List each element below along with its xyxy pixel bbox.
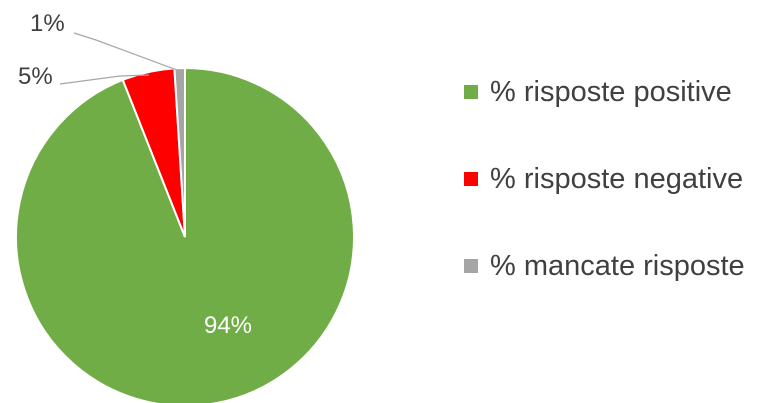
chart-legend: % risposte positive % risposte negative … xyxy=(464,72,745,333)
legend-item-positive: % risposte positive xyxy=(464,72,745,112)
legend-label-missing: % mancate risposte xyxy=(490,249,745,282)
legend-swatch-missing xyxy=(464,259,478,273)
legend-label-negative: % risposte negative xyxy=(490,162,744,195)
data-label-negative: 5% xyxy=(18,63,53,90)
legend-label-positive: % risposte positive xyxy=(490,75,732,108)
data-label-positive: 94% xyxy=(204,312,252,339)
legend-swatch-negative xyxy=(464,172,478,186)
leader-line-missing xyxy=(73,32,180,72)
legend-item-missing: % mancate risposte xyxy=(464,246,745,286)
pie-chart: 94% 5% 1% xyxy=(15,10,355,403)
pie-slice-missing xyxy=(173,66,186,238)
legend-swatch-positive xyxy=(464,85,478,99)
data-label-missing: 1% xyxy=(30,10,65,37)
legend-item-negative: % risposte negative xyxy=(464,159,745,199)
leader-line-negative xyxy=(59,74,149,85)
